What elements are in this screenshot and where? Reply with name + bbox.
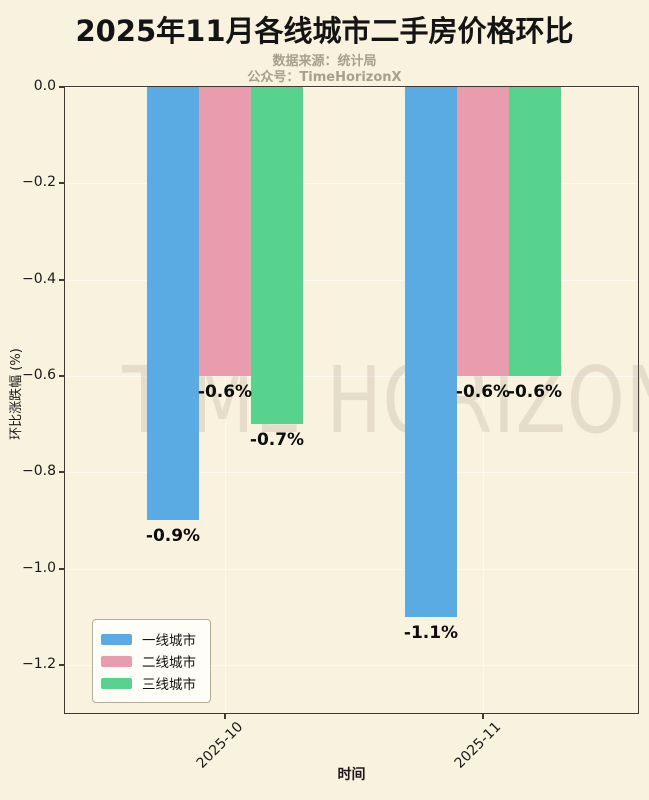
y-axis-title: 环比涨跌幅 (%) xyxy=(9,348,24,440)
y-tick-label: −0.6 xyxy=(22,366,56,383)
bar-二线城市-2025-11 xyxy=(457,87,509,376)
chart-subtitle-account: 公众号：TimeHorizonX xyxy=(247,70,402,85)
legend: 一线城市二线城市三线城市 xyxy=(92,619,211,703)
y-tick-mark xyxy=(59,471,65,474)
legend-label: 二线城市 xyxy=(142,655,196,671)
gridline-horizontal xyxy=(65,87,638,88)
x-tick-mark xyxy=(224,713,226,719)
legend-item-一线城市: 一线城市 xyxy=(101,628,196,650)
y-tick-mark xyxy=(59,374,65,377)
bar-value-label: -0.6% xyxy=(507,381,563,402)
legend-item-三线城市: 三线城市 xyxy=(101,672,196,694)
y-tick-label: −0.2 xyxy=(22,174,56,191)
gridline-horizontal xyxy=(65,472,638,474)
gridline-horizontal xyxy=(65,568,638,570)
x-tick-mark xyxy=(482,713,484,719)
y-tick-label: −0.4 xyxy=(22,270,56,287)
legend-item-二线城市: 二线城市 xyxy=(101,650,196,672)
y-tick-mark xyxy=(59,182,65,185)
y-tick-label: 0.0 xyxy=(33,78,56,94)
bar-value-label: -0.6% xyxy=(197,381,253,402)
bar-三线城市-2025-10 xyxy=(251,87,303,425)
gridline-horizontal xyxy=(65,375,638,377)
y-tick-mark xyxy=(59,663,65,666)
bar-value-label: -0.7% xyxy=(249,430,305,451)
bar-二线城市-2025-10 xyxy=(199,87,251,376)
bar-一线城市-2025-11 xyxy=(405,87,457,617)
y-tick-mark xyxy=(59,86,65,88)
gridline-vertical xyxy=(225,87,226,713)
y-tick-label: −1.0 xyxy=(22,559,56,576)
plot-area: TIME HORIZON -0.9% -0.6% -0.7% -1.1% -0.6% -0… xyxy=(64,86,649,714)
gridline-horizontal xyxy=(65,183,638,185)
bar-value-label: -1.1% xyxy=(403,622,459,643)
x-axis-title: 时间 xyxy=(337,767,366,783)
chart-subtitle-source: 数据来源：统计局 xyxy=(272,54,377,69)
legend-label: 三线城市 xyxy=(142,677,196,693)
y-tick-mark xyxy=(59,567,65,570)
gridline-horizontal xyxy=(65,279,638,281)
bar-三线城市-2025-11 xyxy=(509,87,561,376)
legend-items: 一线城市二线城市三线城市 xyxy=(101,628,196,694)
bar-value-label: -0.9% xyxy=(145,526,201,547)
legend-swatch-icon xyxy=(101,655,132,667)
gridline-horizontal xyxy=(65,664,638,666)
bar-value-label: -0.6% xyxy=(455,381,511,402)
y-tick-label: −0.8 xyxy=(22,463,56,480)
y-tick-label: −1.2 xyxy=(22,655,56,672)
legend-swatch-icon xyxy=(101,633,132,645)
legend-swatch-icon xyxy=(101,677,132,689)
chart-title: 2025年11月各线城市二手房价格环比 xyxy=(75,14,574,48)
legend-label: 一线城市 xyxy=(142,633,196,649)
gridline-vertical xyxy=(483,87,484,713)
bar-一线城市-2025-10 xyxy=(147,87,199,521)
y-tick-mark xyxy=(59,278,65,281)
